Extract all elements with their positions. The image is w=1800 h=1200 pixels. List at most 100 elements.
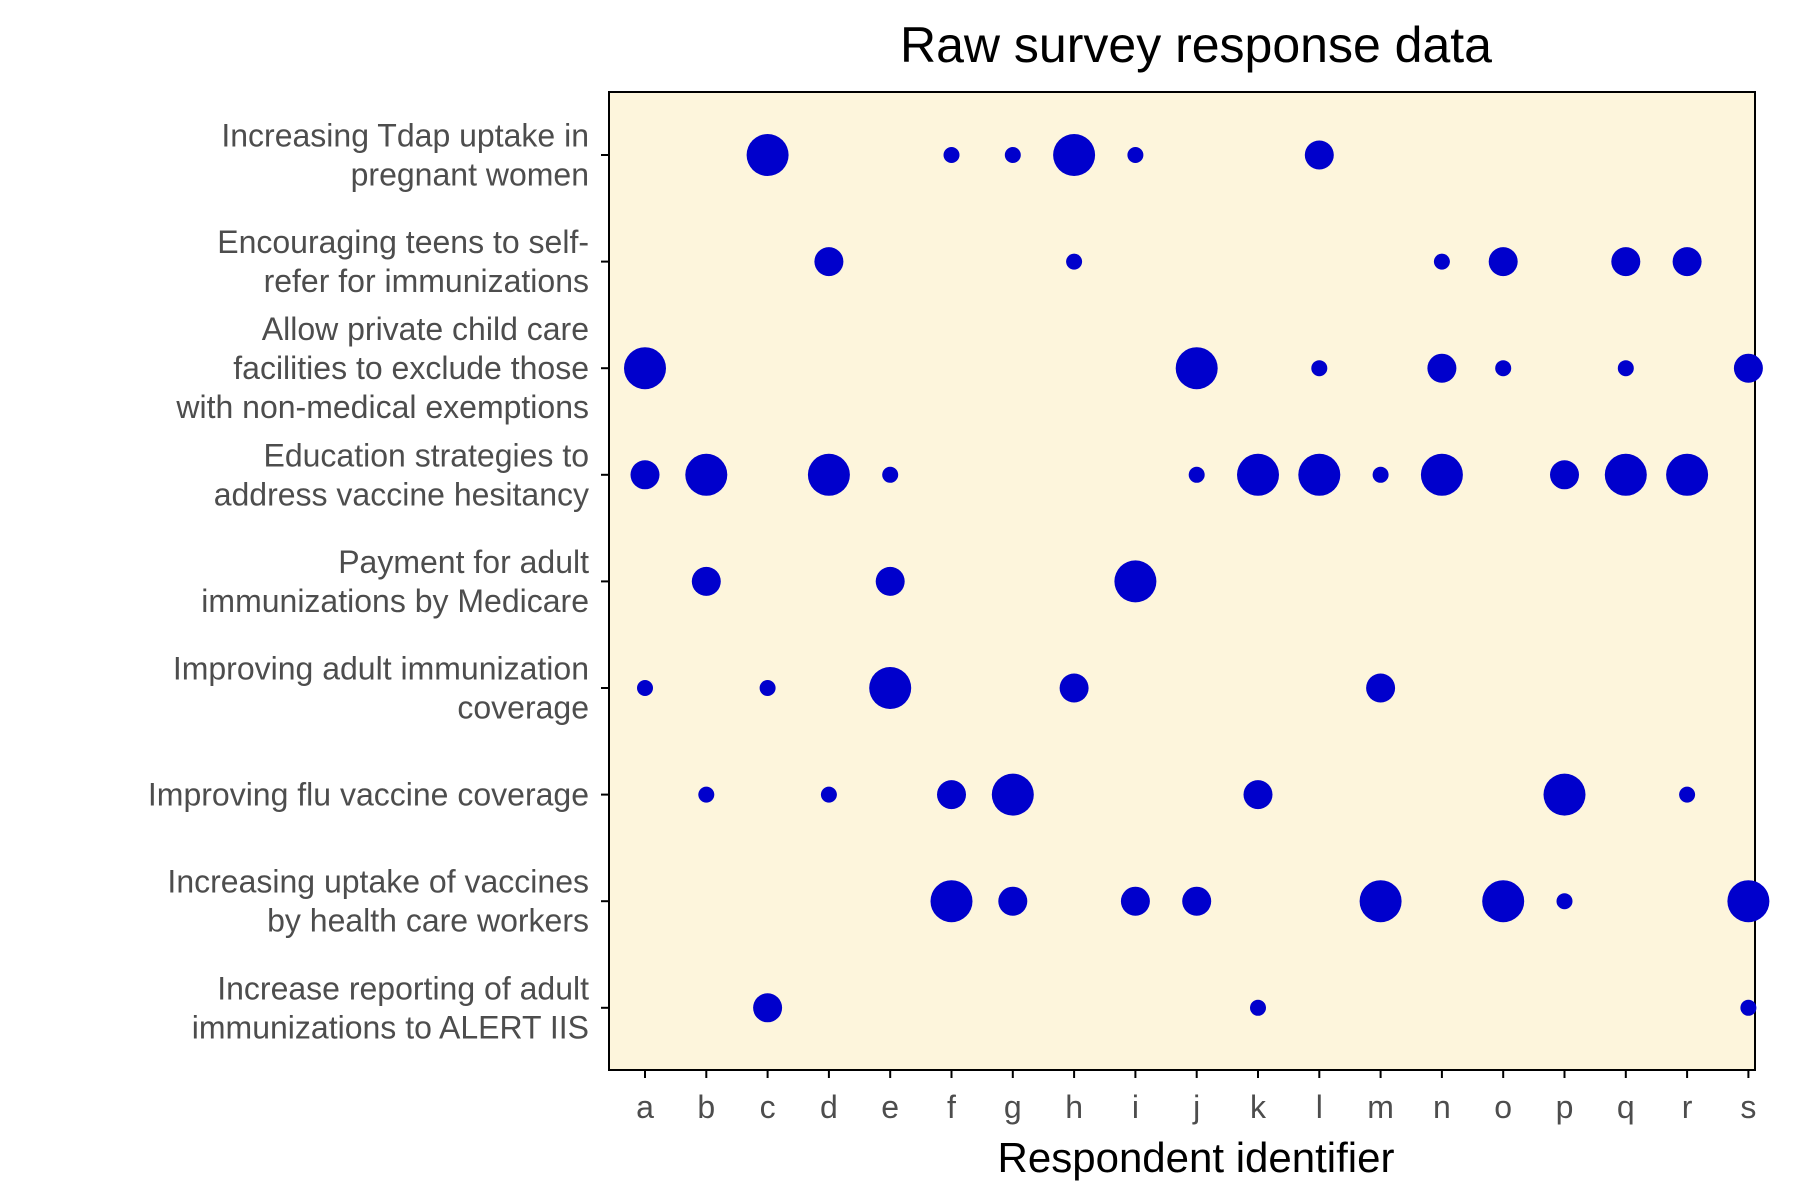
data-point bbox=[1543, 773, 1586, 816]
data-point bbox=[1059, 673, 1089, 703]
y-tick-label: Increasing uptake of vaccines bbox=[167, 864, 589, 900]
x-axis: a b c d e f g h i j k l m n o p q r s bbox=[636, 1070, 1756, 1125]
x-tick-label: r bbox=[1682, 1089, 1693, 1125]
data-point bbox=[869, 667, 912, 709]
plot-panel bbox=[608, 91, 1756, 1071]
data-point bbox=[1053, 134, 1096, 176]
data-point bbox=[1550, 460, 1579, 490]
y-tick-label: Improving adult immunization bbox=[173, 651, 589, 687]
data-point bbox=[1727, 880, 1770, 923]
data-point bbox=[691, 566, 721, 596]
y-tick-label: Increasing Tdap uptake in bbox=[221, 118, 589, 154]
data-point bbox=[637, 680, 653, 696]
data-point bbox=[1740, 999, 1757, 1016]
data-point bbox=[1482, 880, 1525, 923]
y-tick-label: immunizations by Medicare bbox=[201, 583, 589, 619]
data-point bbox=[1311, 360, 1328, 377]
data-point bbox=[820, 786, 837, 803]
y-tick-label: Increase reporting of adult bbox=[217, 970, 589, 1006]
data-point bbox=[624, 347, 666, 390]
data-point bbox=[1175, 347, 1218, 390]
x-tick-label: e bbox=[881, 1089, 899, 1125]
x-tick-label: s bbox=[1740, 1089, 1756, 1125]
x-tick-label: o bbox=[1494, 1089, 1512, 1125]
y-tick-label: Payment for adult bbox=[338, 544, 589, 580]
data-point bbox=[998, 886, 1028, 916]
data-point bbox=[807, 453, 850, 496]
y-tick-label: facilities to exclude those bbox=[233, 350, 589, 386]
data-point bbox=[1298, 453, 1341, 496]
y-tick-label: pregnant women bbox=[351, 157, 589, 193]
data-point bbox=[1495, 360, 1512, 377]
x-tick-label: p bbox=[1556, 1089, 1574, 1125]
y-tick-label: Education strategies to bbox=[263, 437, 589, 473]
data-point bbox=[1120, 886, 1150, 916]
data-point bbox=[1359, 880, 1402, 923]
data-point bbox=[1733, 353, 1763, 383]
data-point bbox=[943, 147, 960, 163]
x-tick-label: h bbox=[1065, 1089, 1083, 1125]
data-point bbox=[753, 993, 783, 1023]
y-tick-label: coverage bbox=[457, 690, 589, 726]
data-point bbox=[1304, 140, 1334, 170]
x-tick-label: f bbox=[947, 1089, 956, 1125]
y-tick-label: refer for immunizations bbox=[264, 263, 589, 299]
data-point bbox=[814, 247, 844, 277]
data-point bbox=[875, 566, 905, 596]
data-point bbox=[698, 786, 715, 803]
x-tick-label: m bbox=[1367, 1089, 1394, 1125]
data-point bbox=[1004, 147, 1021, 163]
x-tick-label: i bbox=[1132, 1089, 1139, 1125]
data-point bbox=[937, 780, 966, 810]
data-point bbox=[1679, 786, 1696, 803]
x-tick-label: l bbox=[1316, 1089, 1323, 1125]
data-point bbox=[1556, 893, 1573, 910]
data-point bbox=[1433, 253, 1450, 270]
data-point bbox=[1427, 353, 1457, 383]
data-points bbox=[624, 134, 1770, 1023]
y-tick-label: Improving flu vaccine coverage bbox=[148, 777, 589, 813]
data-point bbox=[1611, 247, 1641, 277]
x-tick-label: g bbox=[1004, 1089, 1022, 1125]
data-point bbox=[991, 773, 1034, 816]
data-point bbox=[759, 680, 776, 696]
data-point bbox=[1604, 453, 1647, 496]
x-tick-label: j bbox=[1192, 1089, 1200, 1125]
data-point bbox=[882, 466, 899, 483]
data-point bbox=[1672, 247, 1702, 277]
data-point bbox=[1366, 673, 1396, 703]
data-point bbox=[1666, 453, 1709, 496]
data-point bbox=[1617, 360, 1634, 377]
x-axis-label: Respondent identifier bbox=[998, 1134, 1395, 1181]
y-tick-label: address vaccine hesitancy bbox=[214, 476, 589, 512]
data-point bbox=[930, 880, 973, 923]
data-point bbox=[630, 460, 660, 490]
data-point bbox=[1250, 999, 1266, 1016]
x-tick-label: n bbox=[1433, 1089, 1451, 1125]
y-tick-label: Encouraging teens to self- bbox=[217, 224, 589, 260]
y-tick-label: by health care workers bbox=[267, 903, 589, 939]
x-tick-label: k bbox=[1250, 1089, 1267, 1125]
data-point bbox=[1237, 453, 1279, 496]
data-point bbox=[1488, 247, 1518, 277]
x-tick-label: d bbox=[820, 1089, 838, 1125]
x-tick-label: q bbox=[1617, 1089, 1635, 1125]
data-point bbox=[1188, 466, 1205, 483]
data-point bbox=[1420, 453, 1463, 496]
y-tick-label: Allow private child care bbox=[262, 311, 589, 347]
data-point bbox=[1243, 780, 1273, 810]
data-point bbox=[1127, 147, 1144, 163]
y-tick-label: immunizations to ALERT IIS bbox=[192, 1009, 589, 1045]
x-tick-label: b bbox=[697, 1089, 715, 1125]
x-tick-label: c bbox=[760, 1089, 776, 1125]
chart-title: Raw survey response data bbox=[900, 17, 1492, 73]
data-point bbox=[1182, 886, 1212, 916]
y-tick-label: with non-medical exemptions bbox=[175, 389, 589, 425]
data-point bbox=[1372, 466, 1389, 483]
data-point bbox=[1114, 560, 1157, 603]
data-point bbox=[685, 453, 728, 496]
data-point bbox=[1066, 253, 1083, 270]
x-tick-label: a bbox=[636, 1089, 654, 1125]
